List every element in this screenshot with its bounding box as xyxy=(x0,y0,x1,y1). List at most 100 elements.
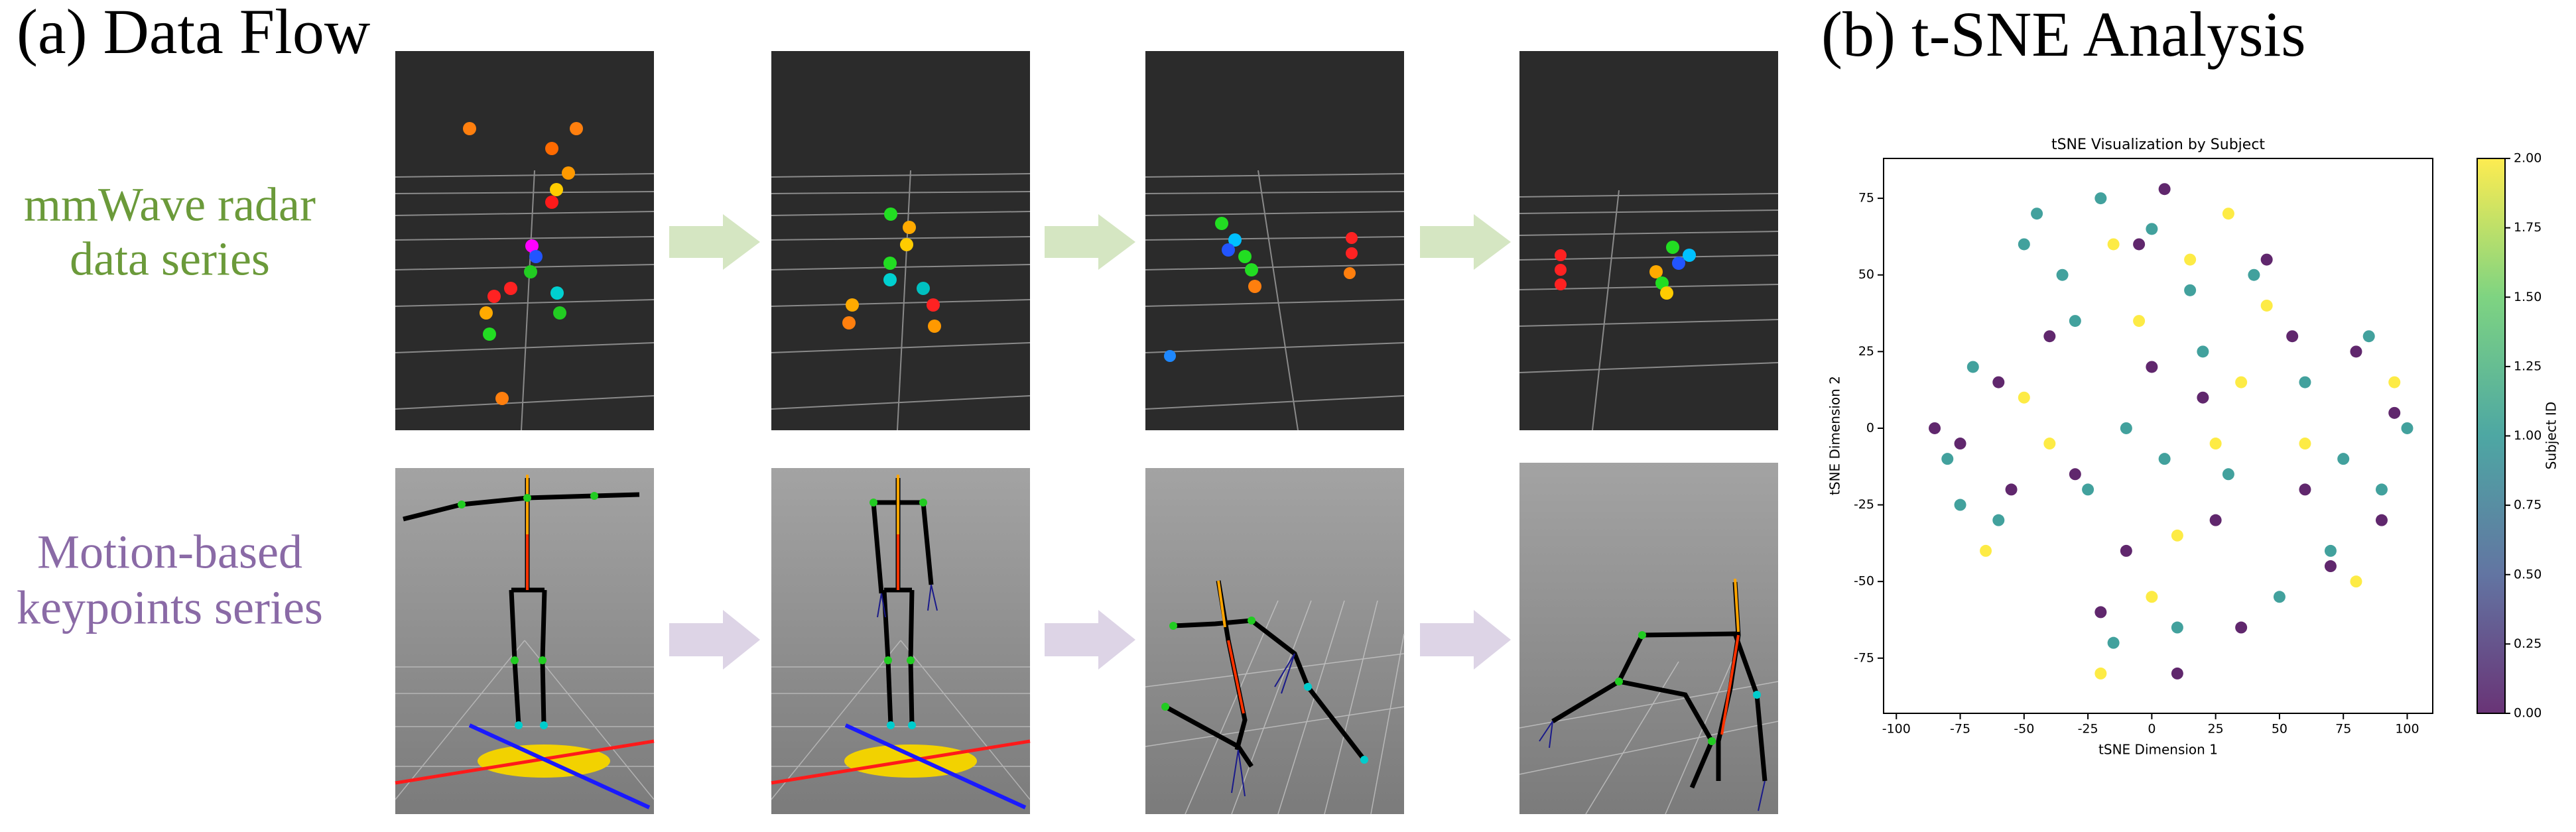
radar-panel-part xyxy=(1346,247,1358,259)
y-tick-label: -50 xyxy=(1854,574,1874,589)
y-tick-label: -25 xyxy=(1854,497,1874,512)
colorbar-tick-label: 0.00 xyxy=(2514,706,2542,721)
radar-panel-part-part xyxy=(395,173,655,178)
point xyxy=(2222,208,2234,220)
keypoint-panel xyxy=(395,468,655,814)
x-tick-label: -50 xyxy=(2014,722,2034,737)
arrows-part xyxy=(669,610,760,670)
y-tick-label: 0 xyxy=(1866,420,1874,435)
keypoint-panel-part-part xyxy=(1231,600,1312,815)
point xyxy=(2043,438,2056,450)
radar-panel-part xyxy=(1222,243,1235,257)
radar-panel-part-part xyxy=(1145,264,1405,270)
radar-panel-part-part xyxy=(1592,190,1620,431)
keypoint-panel-part xyxy=(395,640,655,800)
keypoint-panel-part-part xyxy=(1549,721,1553,748)
colorbar-tick-label: 1.00 xyxy=(2514,428,2542,443)
keypoint-panel-part xyxy=(540,721,548,729)
point xyxy=(2209,438,2222,450)
radar-panel-part xyxy=(1555,278,1567,290)
point xyxy=(2107,636,2120,649)
x-tick-label: 25 xyxy=(2208,722,2224,737)
keypoint-panel-part xyxy=(1248,617,1256,624)
point xyxy=(2324,544,2337,557)
radar-panel-part xyxy=(1228,233,1242,247)
colorbar-tick-label: 0.75 xyxy=(2514,498,2542,512)
keypoint-panel-part xyxy=(887,721,895,729)
y-tick-label: -75 xyxy=(1854,650,1874,665)
keypoint-panel-part xyxy=(1753,691,1761,699)
colorbar-tick-label: 1.75 xyxy=(2514,220,2542,235)
keypoint-panel-part-part xyxy=(1519,681,1779,729)
point xyxy=(2133,315,2146,327)
radar-panel-part xyxy=(1655,276,1669,290)
radar-panel-part-part xyxy=(771,395,1031,410)
point xyxy=(2094,192,2107,205)
keypoint-panel-part-part xyxy=(1185,600,1279,815)
radar-panel-part xyxy=(495,392,509,405)
keypoint-panel-part-part xyxy=(1758,780,1766,811)
point xyxy=(2299,438,2311,450)
keypoint-panel-part-part xyxy=(1519,721,1779,775)
radar-panel-part-part xyxy=(771,264,1031,270)
colorbar-tick-label: 2.00 xyxy=(2514,151,2542,166)
radar-panel-part-part xyxy=(1145,299,1405,307)
keypoint-panel xyxy=(771,468,1031,814)
keypoint-panel-part-part xyxy=(1238,749,1246,797)
y-tick-label: 25 xyxy=(1858,344,1874,359)
point xyxy=(2337,453,2350,465)
plot-frame xyxy=(1883,158,2433,714)
point xyxy=(2120,422,2132,434)
x-axis-label: tSNE Dimension 1 xyxy=(2098,742,2218,758)
point xyxy=(2235,621,2248,634)
radar-panel-part-part xyxy=(771,211,1031,216)
keypoint-panel-part-part xyxy=(1324,600,1378,815)
point xyxy=(2235,376,2248,388)
point xyxy=(2133,238,2146,251)
radar-panel-part xyxy=(1344,267,1356,279)
radar-panel-part xyxy=(524,265,537,278)
keypoint-panel-part xyxy=(877,584,938,618)
radar-panel-part xyxy=(1248,280,1261,293)
keypoint-panel-part xyxy=(1734,578,1740,632)
radar-panel-part xyxy=(550,183,563,196)
radar-panel-part xyxy=(917,282,930,295)
radar-panel-part xyxy=(900,238,913,251)
keypoint-panel-part xyxy=(395,739,655,785)
point xyxy=(2248,268,2260,281)
point xyxy=(2260,253,2273,266)
point xyxy=(2120,544,2132,557)
radar-panel-part xyxy=(525,239,539,253)
radar-panel-part xyxy=(483,327,496,341)
keypoint-panel-part-part xyxy=(1274,653,1295,687)
keypoint-panel-part-part xyxy=(1231,749,1239,794)
keypoint-panel-part xyxy=(1227,640,1245,714)
point xyxy=(2082,483,2094,496)
arrows xyxy=(669,214,1511,670)
radar-panel-part xyxy=(1519,51,1778,430)
keypoint-panel-part xyxy=(1145,600,1405,815)
x-tick-label: 100 xyxy=(2395,722,2419,737)
keypoint-panel-part xyxy=(1638,631,1646,639)
radar-panel-part xyxy=(884,208,897,221)
keypoint-panel-part xyxy=(1169,622,1177,630)
point xyxy=(2171,621,2183,634)
radar-panel-part-part xyxy=(1145,395,1405,410)
points xyxy=(1929,183,2414,680)
keypoint-panel-part-part xyxy=(771,640,901,800)
point xyxy=(2299,483,2311,496)
radar-panel-part-part xyxy=(1257,170,1299,431)
point xyxy=(2273,591,2286,603)
point xyxy=(2107,238,2120,251)
radar-panel-part-part xyxy=(395,395,655,410)
radar-panel-part-part xyxy=(1519,209,1779,214)
keypoint-panel-part xyxy=(908,721,916,729)
panel-a-title: (a) Data Flow xyxy=(17,0,370,67)
radar-panel-part-part xyxy=(1519,319,1779,327)
colorbar-tick-label: 0.25 xyxy=(2514,636,2542,651)
keypoint-panel-part-part xyxy=(524,640,655,800)
point xyxy=(2286,330,2299,343)
radar-panel-part xyxy=(1145,170,1405,431)
keypoint-panel-part-part xyxy=(931,584,938,611)
